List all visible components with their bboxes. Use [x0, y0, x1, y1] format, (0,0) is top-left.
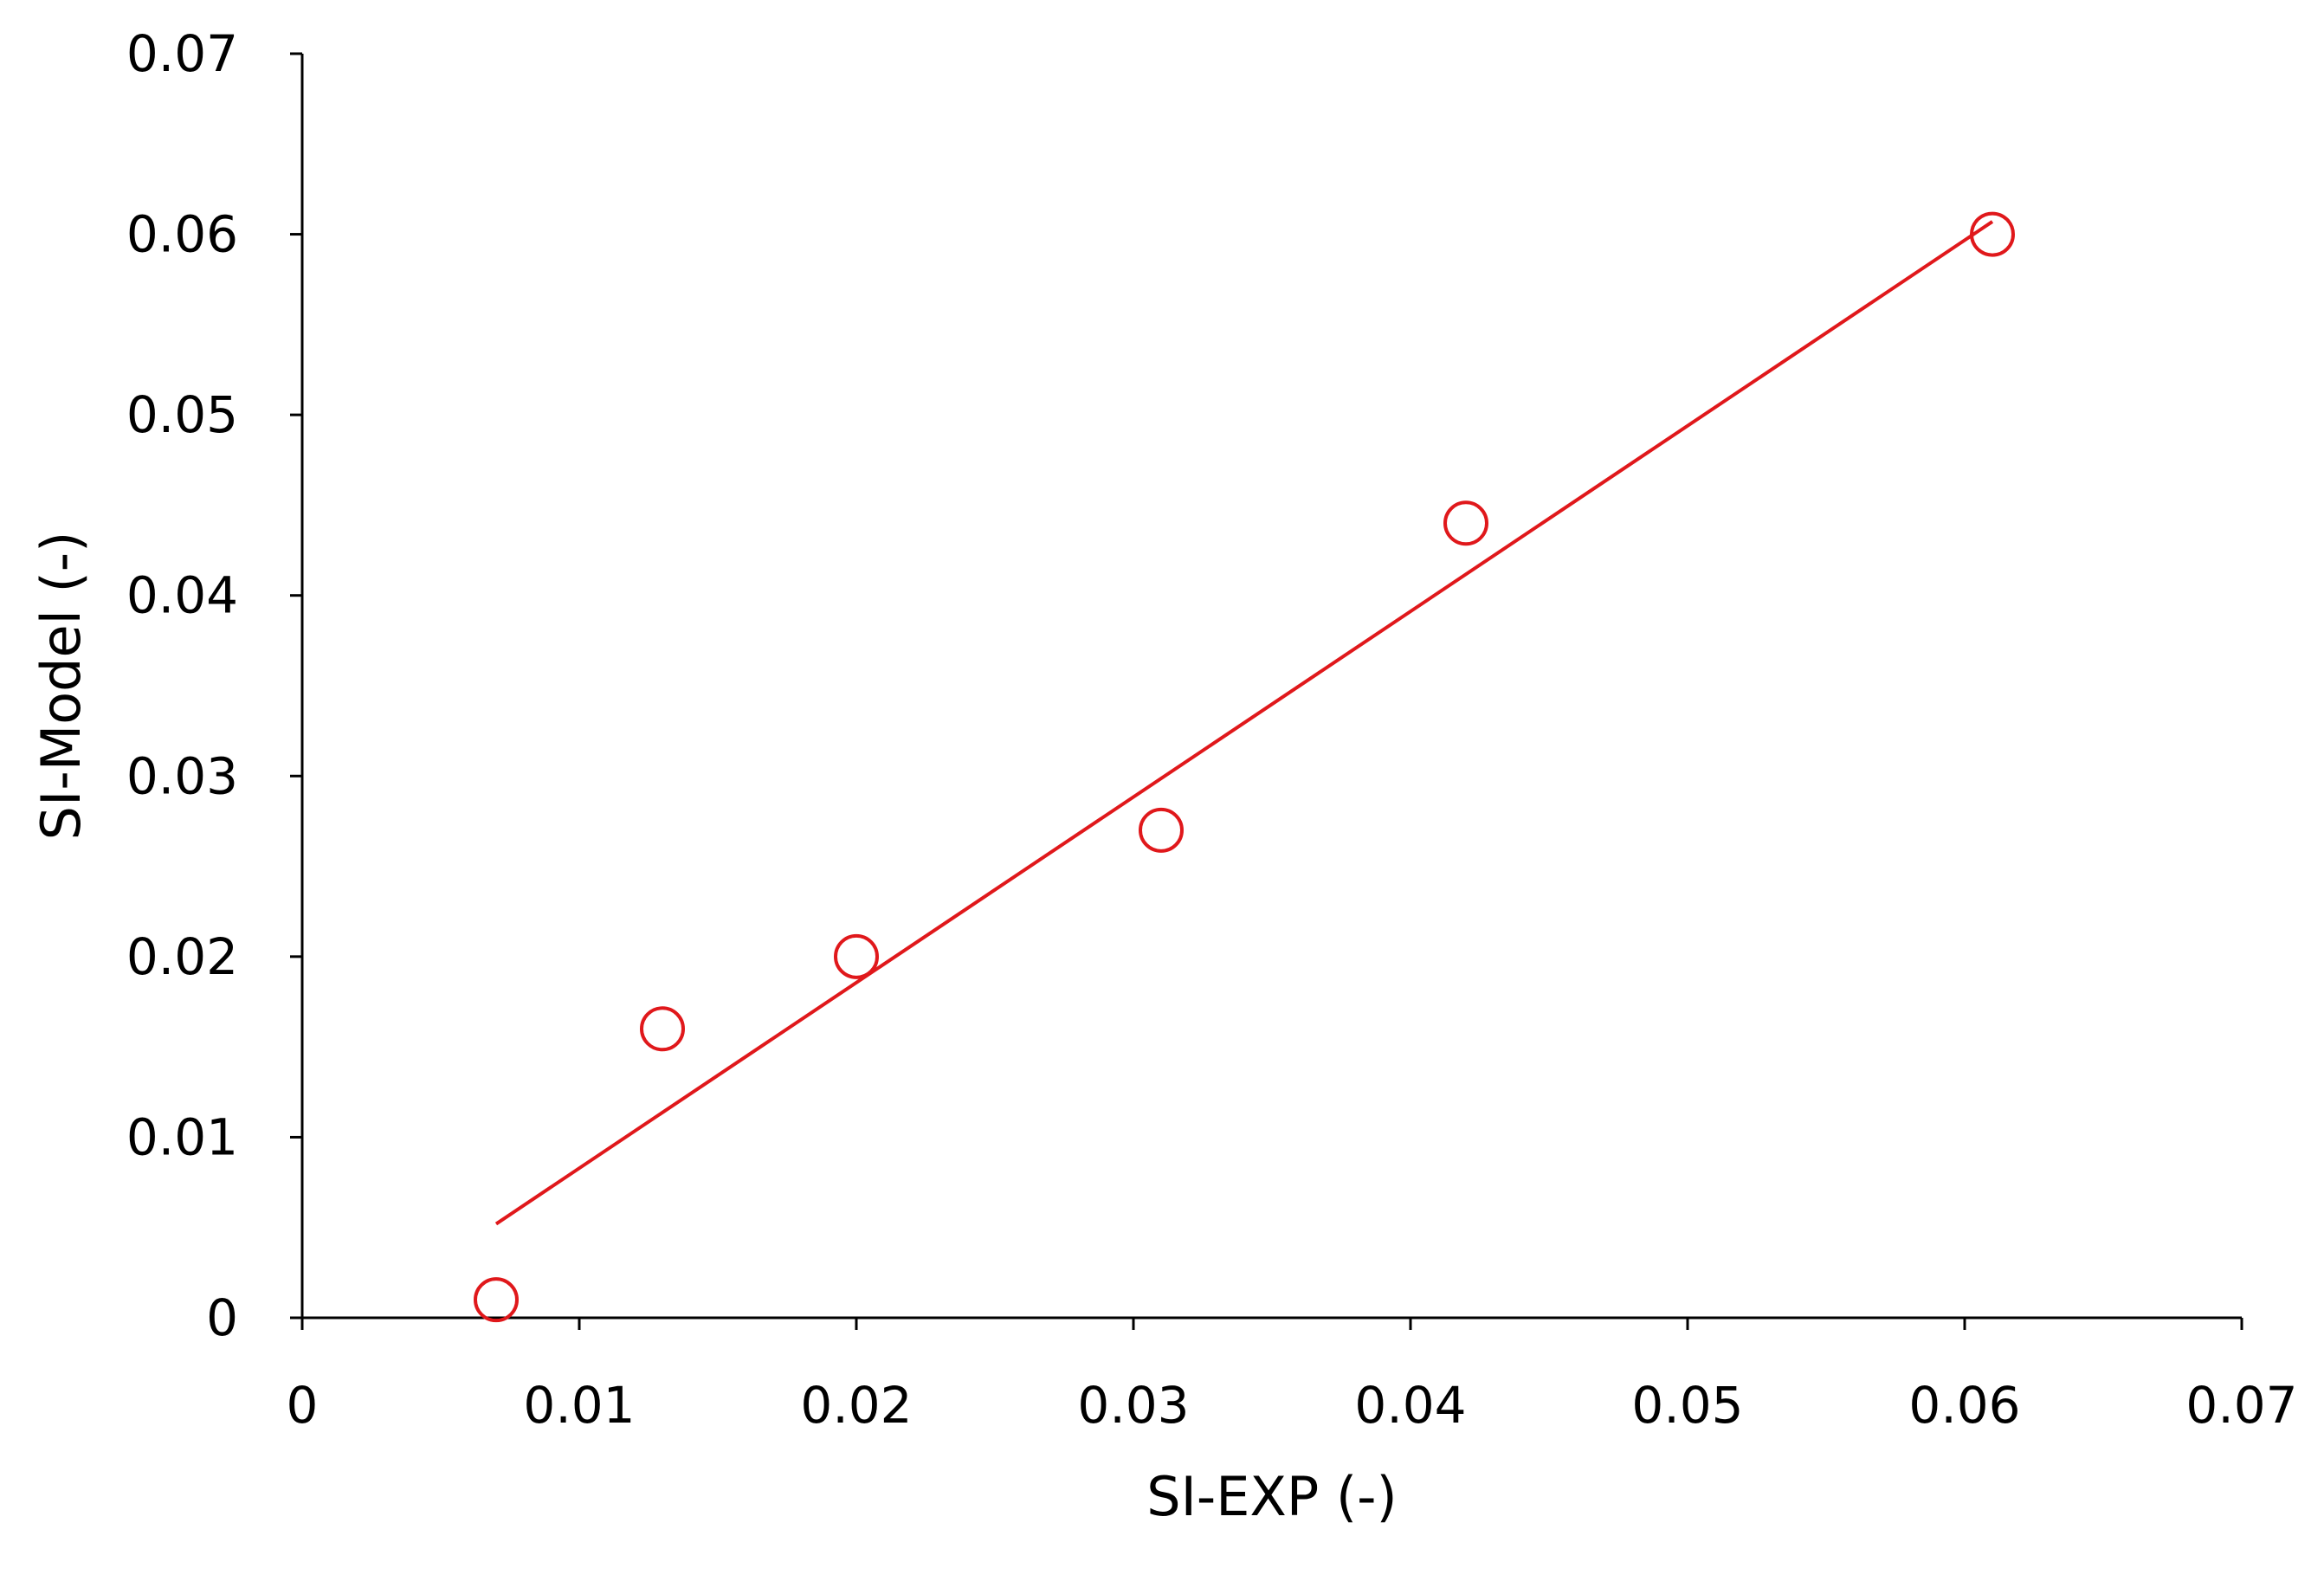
x-axis-title: SI-EXP (-): [1146, 1465, 1398, 1528]
y-tick-label: 0.02: [126, 927, 238, 986]
x-tick-label: 0.05: [1631, 1376, 1743, 1435]
y-tick-label: 0.05: [126, 385, 238, 444]
x-tick-label: 0.02: [800, 1376, 912, 1435]
x-tick-label: 0.04: [1354, 1376, 1466, 1435]
x-tick-label: 0.03: [1077, 1376, 1189, 1435]
y-tick-label: 0: [206, 1288, 238, 1347]
y-tick-label: 0.07: [126, 24, 238, 83]
y-axis-title: SI-Model (-): [29, 532, 93, 841]
point: [1970, 211, 2015, 257]
x-tick-label: 0.07: [2185, 1376, 2297, 1435]
y-tick-label: 0.04: [126, 566, 238, 625]
y-tick-label: 0.01: [126, 1107, 238, 1166]
point: [640, 1006, 685, 1052]
point: [1443, 500, 1488, 546]
x-tick-label: 0: [287, 1376, 319, 1435]
x-tick-label: 0.06: [1908, 1376, 2020, 1435]
trend-line: [494, 220, 1994, 1226]
point: [474, 1277, 519, 1323]
point: [834, 933, 879, 979]
y-tick-label: 0.03: [126, 746, 238, 805]
y-tick-label: 0.06: [126, 205, 238, 264]
x-tick-label: 0.01: [523, 1376, 635, 1435]
point: [1139, 807, 1184, 853]
